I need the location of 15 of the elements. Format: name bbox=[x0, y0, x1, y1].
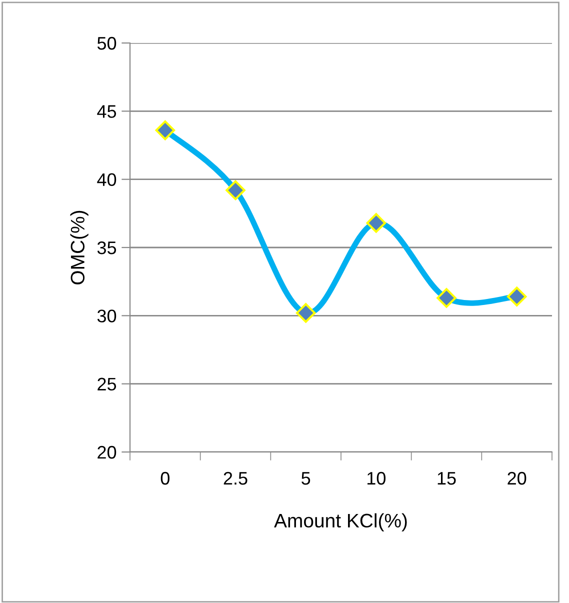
y-tick-label: 30 bbox=[97, 310, 116, 322]
y-tick-label: 45 bbox=[97, 105, 116, 118]
y-axis-title: OMC(%) bbox=[70, 210, 88, 284]
x-axis-title: Amount KCl(%) bbox=[274, 513, 407, 532]
x-tick-label: 15 bbox=[438, 472, 456, 485]
x-tick-label: 0 bbox=[160, 472, 170, 485]
y-tick-label: 25 bbox=[98, 378, 116, 391]
x-tick-label: 2.5 bbox=[224, 472, 248, 485]
y-tick-label: 50 bbox=[97, 36, 116, 50]
x-tick-label: 10 bbox=[368, 472, 386, 485]
y-tick-label: 20 bbox=[98, 446, 116, 459]
x-tick-label: 5 bbox=[302, 472, 310, 485]
x-tick-label: 20 bbox=[508, 472, 526, 485]
y-tick-label: 40 bbox=[97, 173, 116, 186]
y-tick-label: 35 bbox=[97, 241, 116, 254]
